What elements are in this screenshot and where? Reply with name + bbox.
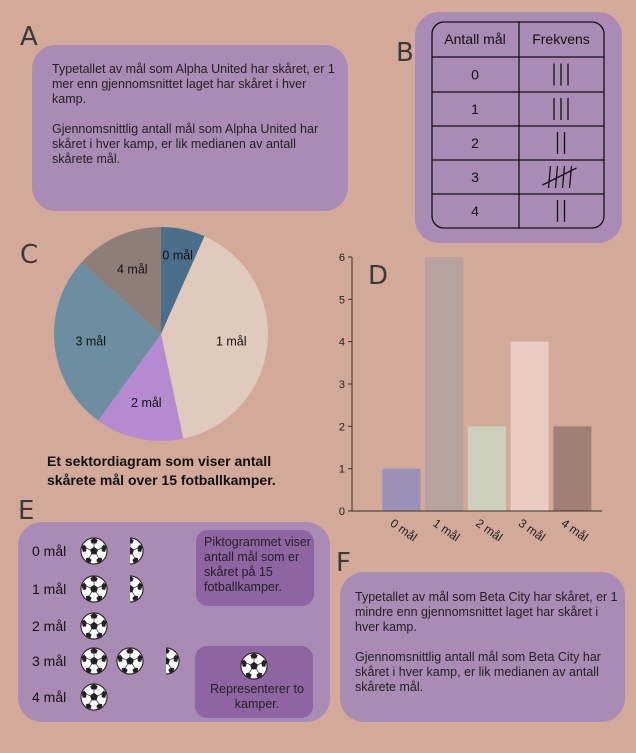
ball-icon [116,647,144,675]
pictogram-row [80,683,108,711]
tally-stick [554,165,559,189]
pie-slice [161,227,205,334]
bar [553,426,592,511]
letter: E [18,496,35,526]
ball-icon [80,647,108,675]
pie-label: 4 mål [117,262,148,276]
tally-stick [561,165,566,189]
paragraph: Typetallet av mål som Alpha United har s… [52,62,335,106]
x-tick-label: 2 mål [473,516,505,544]
ball [80,647,108,675]
table-goal: 4 [471,203,479,219]
tally [553,63,569,86]
ball-icon [80,537,108,565]
pie-slice [98,334,184,442]
key-box [195,646,313,718]
letter: C [20,240,39,270]
pictogram-note: Piktogrammet viser antall mål som er skå… [204,535,311,594]
tally [556,200,566,222]
pie-label: 0 mål [162,249,193,263]
ball [80,683,108,711]
pie-label: 1 mål [216,334,247,348]
pictogram-row [80,612,108,640]
tally-stick [547,165,552,189]
y-tick-label: 3 [339,379,345,391]
x-tick-label: 0 mål [388,516,420,544]
ball-icon [80,683,108,711]
ball [116,647,144,675]
x-tick-label: 3 mål [516,516,548,544]
tally [556,132,566,154]
note-box [196,530,314,606]
pie-slice [81,227,161,334]
table-header: Frekvens [532,31,590,47]
paragraph: Gjennomsnittlig antall mål som Alpha Uni… [52,122,319,166]
panel-f-text: Typetallet av mål som Beta City har skår… [355,590,620,710]
pie-label: 3 mål [75,334,106,348]
pie-slice [53,262,161,421]
ball [80,537,108,565]
ball-icon [80,575,108,603]
y-tick-label: 0 [339,506,345,518]
tally [542,165,577,189]
table-goal: 1 [471,101,479,117]
y-tick-label: 4 [339,337,345,349]
panel-a-text: Typetallet av mål som Alpha United har s… [52,62,340,182]
x-tick-label: 4 mål [559,516,591,544]
y-tick-label: 1 [339,464,345,476]
y-tick-label: 5 [339,294,345,306]
pictogram-label: 2 mål [32,618,66,634]
ball [80,575,108,603]
table-lines [432,22,604,228]
panel-a [32,45,348,211]
pictogram-label: 0 mål [32,543,66,559]
paragraph: Gjennomsnittlig antall mål som Beta City… [355,650,601,694]
letter: D [368,261,389,291]
pictogram-label: 3 mål [32,653,66,669]
ball [80,612,108,640]
bar [510,341,549,511]
bar [425,257,464,511]
tally [553,98,569,120]
table-header: Antall mål [444,31,505,47]
paragraph: Typetallet av mål som Beta City har skår… [355,590,618,634]
bar [382,468,421,511]
pictogram-label: 4 mål [32,689,66,705]
table-goal: 3 [471,169,479,185]
pictogram-key: Representerer to kamper. [210,682,304,711]
tally-stick [568,165,573,189]
table-goal: 0 [471,67,479,83]
pie-slice [161,236,268,439]
letter: F [336,548,351,578]
table-border [431,21,605,229]
letter: A [20,22,38,52]
ball-icon [80,612,108,640]
y-tick-label: 6 [339,252,345,264]
pictogram-label: 1 mål [32,581,66,597]
pie-label: 2 mål [131,396,162,410]
pie-caption: Et sektordiagram som viser antall skåret… [47,453,276,488]
tally-cross [542,167,577,186]
y-tick-label: 2 [339,421,345,433]
table-goal: 2 [471,135,479,151]
bar [467,426,506,511]
key-ball [240,652,268,680]
letter: B [396,38,414,68]
x-tick-label: 1 mål [430,516,462,544]
panel-f [340,572,625,722]
